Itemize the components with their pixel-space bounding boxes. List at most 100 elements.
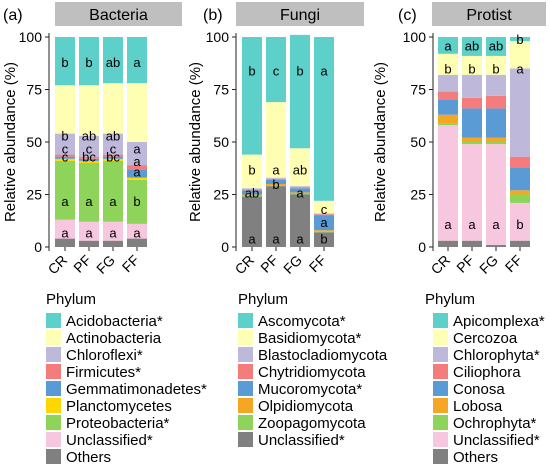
legend-item-proteobacteria: Proteobacteria* <box>66 415 170 432</box>
significance-letter: a <box>109 225 117 240</box>
legend-title: Phylum <box>425 291 475 308</box>
bar-segment-conosa <box>510 167 530 191</box>
x-tick-label: CR <box>427 252 453 278</box>
bar-segment-unclassified <box>266 186 286 247</box>
legend-swatch <box>46 381 61 396</box>
bar-segment-gemmatimonadetes <box>103 156 123 159</box>
bar-segment-others <box>438 240 458 247</box>
bar-segment-acidobacteria <box>55 37 75 86</box>
bar-segment-chlorophyta <box>438 74 458 92</box>
legend-item-mucoromycota: Mucoromycota* <box>258 381 362 398</box>
significance-letter: b <box>248 162 255 177</box>
bar-segment-cercozoa <box>486 55 506 75</box>
significance-letter: ab <box>245 185 259 200</box>
legend-swatch <box>433 313 448 328</box>
significance-letter: c <box>321 202 328 217</box>
x-tick-label: PF <box>257 252 281 276</box>
bar-segment-acidobacteria <box>79 37 99 86</box>
legend-swatch <box>46 449 61 464</box>
bar-segment-lobosa <box>486 137 506 142</box>
legend-swatch <box>433 330 448 345</box>
bar-segment-unclassified <box>510 202 530 241</box>
panel-title-strip <box>236 2 364 26</box>
bar-segment-chloroflexi <box>127 142 147 166</box>
y-axis-label: Relative abundance (%) <box>372 62 389 222</box>
legend-swatch <box>46 347 61 362</box>
y-tick-label: 75 <box>410 82 426 98</box>
bar-segment-gemmatimonadetes <box>55 156 75 159</box>
bar-segment-ochrophyta <box>510 194 530 203</box>
significance-letter: a <box>468 217 476 232</box>
bar-segment-actinobacteria <box>55 85 75 134</box>
significance-letter: ab <box>465 38 479 53</box>
significance-letter: b <box>248 64 255 79</box>
bar-segment-ciliophora <box>462 97 482 109</box>
legend-swatch <box>238 313 253 328</box>
bar-segment-others <box>55 238 75 247</box>
legend-item-apicomplexa: Apicomplexa* <box>453 313 545 330</box>
panel-title: Protist <box>466 7 512 24</box>
legend-swatch <box>238 398 253 413</box>
bar-segment-conosa <box>438 100 458 115</box>
bar-segment-gemmatimonadetes <box>79 158 99 161</box>
bar-segment-actinobacteria <box>127 83 147 142</box>
legend-swatch <box>46 313 61 328</box>
bar-segment-blastocladiomycota <box>290 186 310 188</box>
significance-letter: c <box>86 141 93 156</box>
legend-swatch <box>433 415 448 430</box>
bar-segment-zoopagomycota <box>242 195 262 197</box>
bar-segment-conosa <box>486 108 506 138</box>
y-tick-label: 75 <box>26 82 42 98</box>
legend-item-ciliophora: Ciliophora <box>453 364 521 381</box>
significance-letter: c <box>62 150 69 165</box>
y-axis-label: Relative abundance (%) <box>2 62 19 222</box>
y-tick-label: 100 <box>206 29 230 45</box>
bar-segment-unclassified <box>103 221 123 241</box>
bar-segment-acidobacteria <box>103 37 123 84</box>
x-tick-label: FG <box>93 252 118 277</box>
significance-letter: b <box>468 62 475 77</box>
significance-letter: ab <box>489 38 503 53</box>
bar-segment-lobosa <box>462 137 482 142</box>
bar-segment-ciliophora <box>510 156 530 168</box>
legend-swatch <box>433 432 448 447</box>
bar-segment-firmicutes <box>55 154 75 157</box>
bar-segment-basidiomycota <box>290 148 310 187</box>
significance-letter: a <box>444 217 452 232</box>
bar-segment-proteobacteria <box>127 179 147 224</box>
legend-item-unclassified: Unclassified* <box>258 432 345 449</box>
legend-title: Phylum <box>238 291 288 308</box>
bar-segment-cercozoa <box>462 55 482 75</box>
bar-segment-planctomycetes <box>103 158 123 161</box>
bar-segment-basidiomycota <box>314 200 334 214</box>
legend-item-olpidiomycota: Olpidiomycota <box>258 398 354 415</box>
significance-letter: b <box>133 194 140 209</box>
legend-item-others: Others <box>66 449 111 466</box>
bar-segment-chytridiomycota <box>266 178 286 180</box>
significance-letter: ab <box>82 129 96 144</box>
bar-segment-conosa <box>462 108 482 138</box>
x-tick-label: FG <box>280 252 305 277</box>
significance-letter: a <box>296 232 304 247</box>
bar-segment-mucoromycota <box>314 215 334 231</box>
bar-segment-unclassified <box>486 144 506 245</box>
y-tick-label: 50 <box>410 134 426 150</box>
significance-letter: a <box>516 62 524 77</box>
bar-segment-chlorophyta <box>462 74 482 98</box>
significance-letter: bc <box>82 150 96 165</box>
bar-segment-olpidiomycota <box>314 230 334 232</box>
bar-segment-zoopagomycota <box>314 231 334 233</box>
bar-segment-unclassified <box>438 125 458 241</box>
bar-segment-firmicutes <box>103 154 123 157</box>
bar-segment-chytridiomycota <box>290 187 310 189</box>
bar-segment-zoopagomycota <box>266 185 286 187</box>
bar-segment-mucoromycota <box>242 190 262 195</box>
bar-segment-chlorophyta <box>510 68 530 157</box>
bar-segment-chloroflexi <box>55 133 75 155</box>
bar-segment-unclassified <box>55 219 75 239</box>
bar-segment-olpidiomycota <box>266 184 286 186</box>
x-tick-label: CR <box>44 252 70 278</box>
y-tick-label: 0 <box>418 239 426 255</box>
legend-item-acidobacteria: Acidobacteria* <box>66 313 163 330</box>
bar-segment-ochrophyta <box>462 142 482 145</box>
